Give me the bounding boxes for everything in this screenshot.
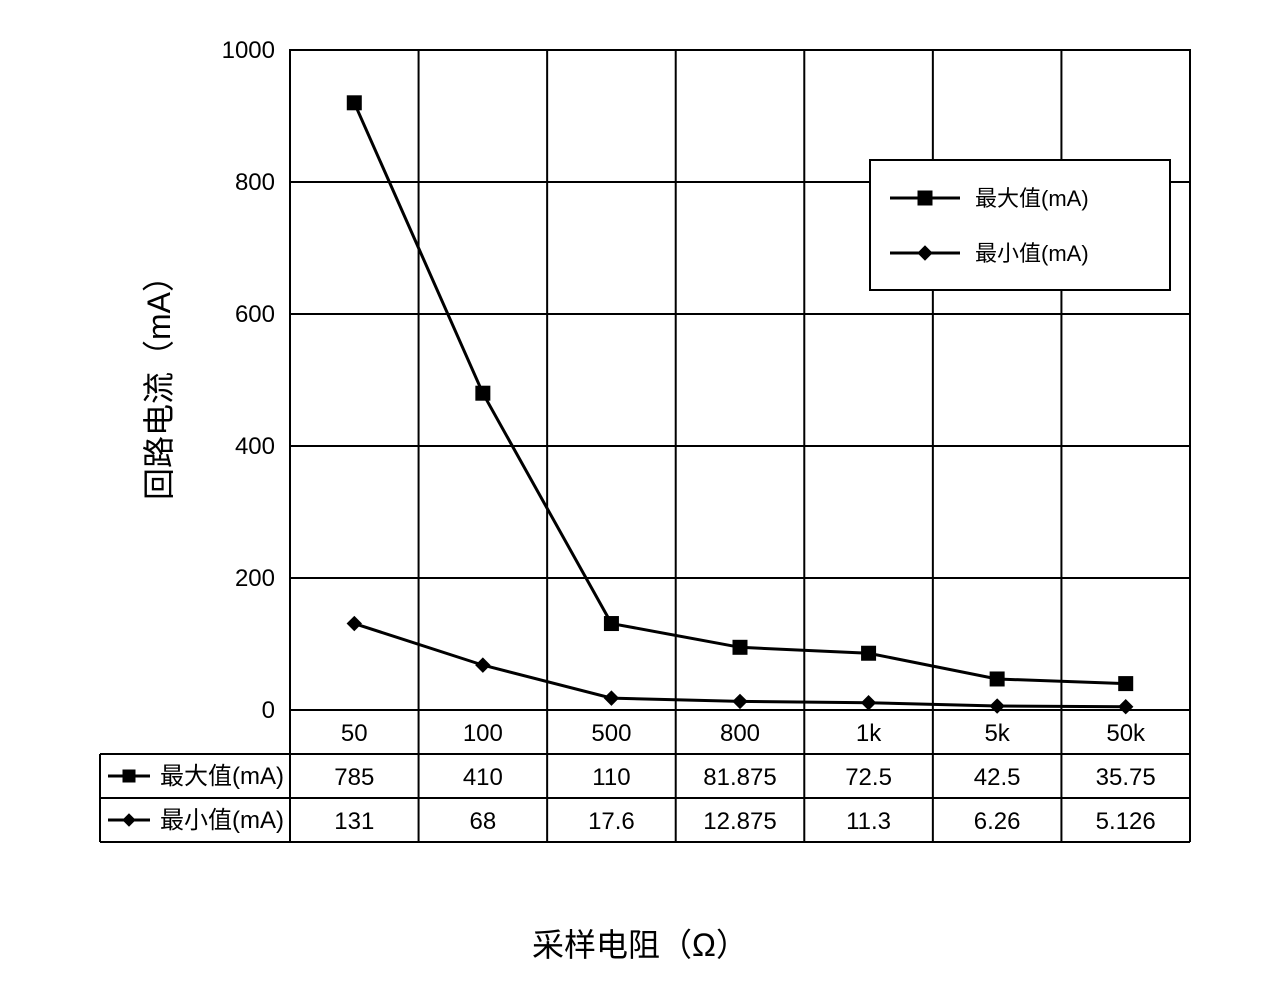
table-cell-max: 785: [334, 764, 374, 791]
x-axis-title: 采样电阻（Ω）: [90, 920, 1190, 966]
x-category-label: 50k: [1106, 720, 1146, 747]
legend-label: 最小值(mA): [975, 241, 1089, 266]
series-marker: [476, 386, 490, 400]
table-cell-min: 131: [334, 808, 374, 835]
table-cell-max: 72.5: [845, 764, 892, 791]
series-marker: [990, 672, 1004, 686]
x-category-label: 500: [591, 720, 631, 747]
table-cell-min: 6.26: [974, 808, 1021, 835]
chart-svg: 0 200 400 600 800 1000 回路电流（mA） 最大值(mA) 最小值(mA) 5…: [90, 20, 1210, 890]
y-tick-label: 600: [235, 301, 275, 328]
legend-label: 最大值(mA): [975, 186, 1089, 211]
table-cell-max: 35.75: [1096, 764, 1156, 791]
y-tick-label: 0: [262, 697, 275, 724]
series-marker: [862, 646, 876, 660]
table-cell-min: 68: [470, 808, 497, 835]
table-cell-min: 5.126: [1096, 808, 1156, 835]
table-cell-min: 17.6: [588, 808, 635, 835]
series-marker: [604, 617, 618, 631]
series-marker: [733, 640, 747, 654]
y-tick-label: 1000: [222, 37, 275, 64]
x-category-label: 5k: [984, 720, 1010, 747]
table-row-header: 最大值(mA): [160, 763, 284, 790]
legend-box: [870, 160, 1170, 290]
table-cell-max: 81.875: [703, 764, 776, 791]
series-marker: [1119, 677, 1133, 691]
series-marker: [604, 691, 618, 705]
series-marker: [733, 694, 747, 708]
x-category-label: 100: [463, 720, 503, 747]
x-category-label: 1k: [856, 720, 882, 747]
table-cell-min: 12.875: [703, 808, 776, 835]
y-tick-label: 400: [235, 433, 275, 460]
y-axis-title: 回路电流（mA）: [141, 260, 177, 500]
y-tick-label: 200: [235, 565, 275, 592]
table-cell-max: 110: [592, 764, 630, 791]
table-row-header: 最小值(mA): [160, 807, 284, 834]
table-cell-min: 11.3: [846, 808, 891, 835]
series-marker: [476, 658, 490, 672]
series-marker: [347, 617, 361, 631]
x-category-label: 50: [341, 720, 368, 747]
series-marker: [1119, 700, 1133, 714]
series-marker: [347, 96, 361, 110]
series-marker: [862, 696, 876, 710]
table-cell-max: 410: [463, 764, 503, 791]
x-category-label: 800: [720, 720, 760, 747]
y-tick-label: 800: [235, 169, 275, 196]
table-cell-max: 42.5: [974, 764, 1021, 791]
